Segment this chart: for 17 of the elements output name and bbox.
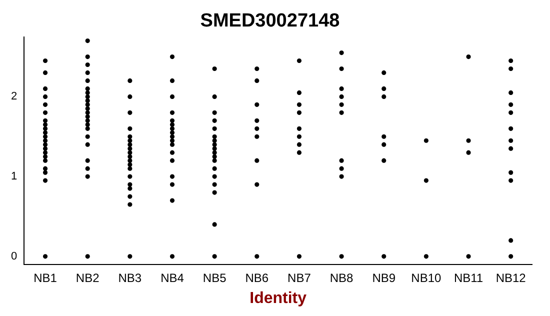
x-tick-label: NB3 — [118, 270, 142, 285]
x-axis-title: Identity — [250, 290, 307, 307]
x-tick-label: NB4 — [160, 270, 184, 285]
x-tick-label: NB10 — [411, 270, 442, 285]
x-tick-label: NB1 — [34, 270, 58, 285]
x-tick-label: NB9 — [372, 270, 396, 285]
x-tick-label: NB5 — [202, 270, 227, 285]
x-tick-label: NB2 — [76, 270, 100, 285]
chart-title: SMED30027148 — [200, 10, 340, 32]
y-tick-label: 1 — [10, 170, 18, 183]
x-tick-label: NB12 — [496, 270, 526, 285]
y-tick-label: 0 — [10, 250, 18, 262]
x-tick-label: NB7 — [288, 270, 312, 285]
x-tick-label: NB6 — [245, 270, 269, 285]
x-tick-label: NB8 — [330, 270, 354, 285]
x-tick-label: NB11 — [454, 270, 484, 285]
y-tick-label: 2 — [10, 90, 18, 103]
